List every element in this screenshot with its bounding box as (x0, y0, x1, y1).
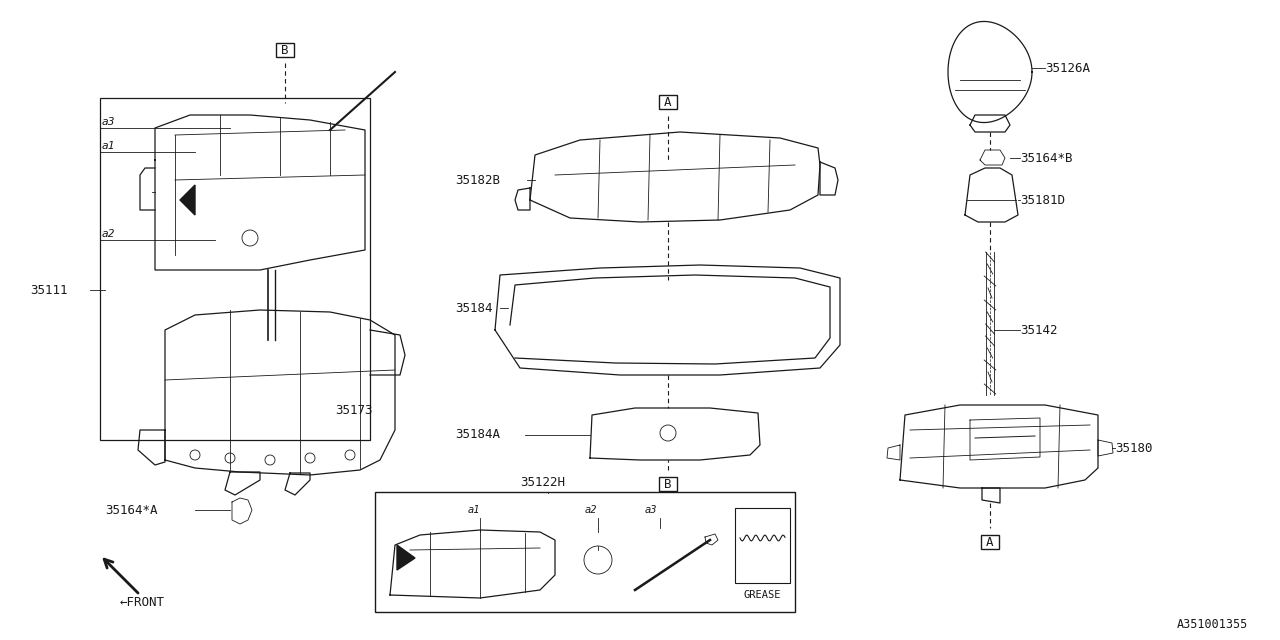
Text: 35184: 35184 (454, 301, 493, 314)
Text: A351001355: A351001355 (1176, 618, 1248, 632)
Text: A: A (987, 536, 993, 548)
Text: 35142: 35142 (1020, 323, 1057, 337)
Text: a2: a2 (585, 505, 598, 515)
Bar (659, 95, 677, 109)
Text: a1: a1 (102, 141, 115, 151)
Text: 35181D: 35181D (1020, 193, 1065, 207)
Text: GREASE: GREASE (744, 590, 781, 600)
Bar (375, 492, 795, 612)
Text: a2: a2 (102, 229, 115, 239)
Text: a1: a1 (468, 505, 480, 515)
Text: a3: a3 (645, 505, 658, 515)
Bar (659, 477, 677, 491)
Text: 35164*A: 35164*A (105, 504, 157, 516)
Text: 35173: 35173 (335, 403, 372, 417)
Text: 35111: 35111 (29, 284, 68, 296)
Polygon shape (180, 185, 195, 215)
Bar (100, 98, 370, 440)
Text: B: B (282, 44, 289, 56)
Text: 35122H: 35122H (520, 476, 564, 488)
Text: ←FRONT: ←FRONT (120, 595, 165, 609)
Bar (735, 508, 790, 583)
Text: B: B (664, 477, 672, 490)
Text: 35126A: 35126A (1044, 61, 1091, 74)
Text: A: A (664, 95, 672, 109)
Text: 35184A: 35184A (454, 429, 500, 442)
Bar (980, 535, 998, 549)
Bar (276, 43, 294, 57)
Text: 35164*B: 35164*B (1020, 152, 1073, 164)
Text: a3: a3 (102, 117, 115, 127)
Text: 35180: 35180 (1115, 442, 1152, 454)
Text: 35182B: 35182B (454, 173, 500, 186)
Polygon shape (397, 545, 415, 570)
